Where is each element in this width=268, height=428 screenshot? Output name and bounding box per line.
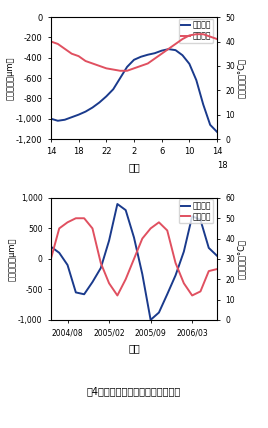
Legend: 目地変位, 躯体温度: 目地変位, 躯体温度 — [179, 199, 213, 223]
Y-axis label: 躯体温度（°C）: 躯体温度（°C） — [237, 239, 245, 279]
Text: 围4　目地部伸縮の日および年変動: 围4 目地部伸縮の日および年変動 — [87, 386, 181, 396]
X-axis label: 年月: 年月 — [128, 343, 140, 353]
Legend: 目地変位, 躯体温度: 目地変位, 躯体温度 — [179, 18, 213, 43]
Y-axis label: 目地変位（μm）: 目地変位（μm） — [6, 56, 14, 100]
Y-axis label: 躯体温度（°C）: 躯体温度（°C） — [237, 58, 245, 98]
Y-axis label: 目地変位（μm）: 目地変位（μm） — [8, 237, 17, 281]
X-axis label: 時刻: 時刻 — [128, 162, 140, 172]
Text: 18: 18 — [217, 161, 228, 170]
